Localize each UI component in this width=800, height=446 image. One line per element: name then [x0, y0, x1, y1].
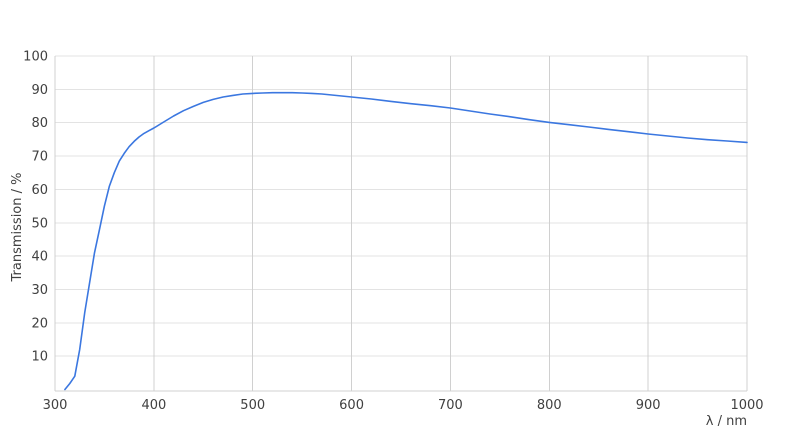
vertical-gridlines: [54, 56, 748, 391]
y-tick-label: 20: [31, 316, 48, 331]
x-tick-label: 400: [141, 398, 166, 413]
y-tick-label: 70: [31, 150, 48, 165]
x-tick-label: 600: [339, 398, 364, 413]
transmission-curve: [64, 91, 748, 391]
y-axis-title: Transmission / %: [10, 173, 25, 283]
x-tick-label: 500: [240, 398, 265, 413]
x-axis-title: λ / nm: [706, 414, 747, 429]
y-tick-label: 100: [23, 50, 48, 65]
y-tick-label: 30: [31, 283, 48, 298]
x-tick-label: 700: [438, 398, 463, 413]
y-tick-label: 10: [31, 350, 48, 365]
y-tick-label: 40: [31, 250, 48, 265]
horizontal-gridlines: [55, 55, 747, 357]
x-axis-tick-labels: 300 400 500 600 700 800 900 1000: [43, 398, 764, 413]
x-tick-label: 800: [537, 398, 562, 413]
y-tick-label: 80: [31, 116, 48, 131]
y-tick-label: 60: [31, 183, 48, 198]
x-tick-label: 300: [43, 398, 68, 413]
y-tick-label: 50: [31, 216, 48, 231]
x-tick-label: 900: [636, 398, 661, 413]
y-axis-tick-labels: 10 20 30 40 50 60 70 80 90 100: [23, 50, 48, 365]
y-tick-label: 90: [31, 83, 48, 98]
x-tick-label: 1000: [730, 398, 763, 413]
